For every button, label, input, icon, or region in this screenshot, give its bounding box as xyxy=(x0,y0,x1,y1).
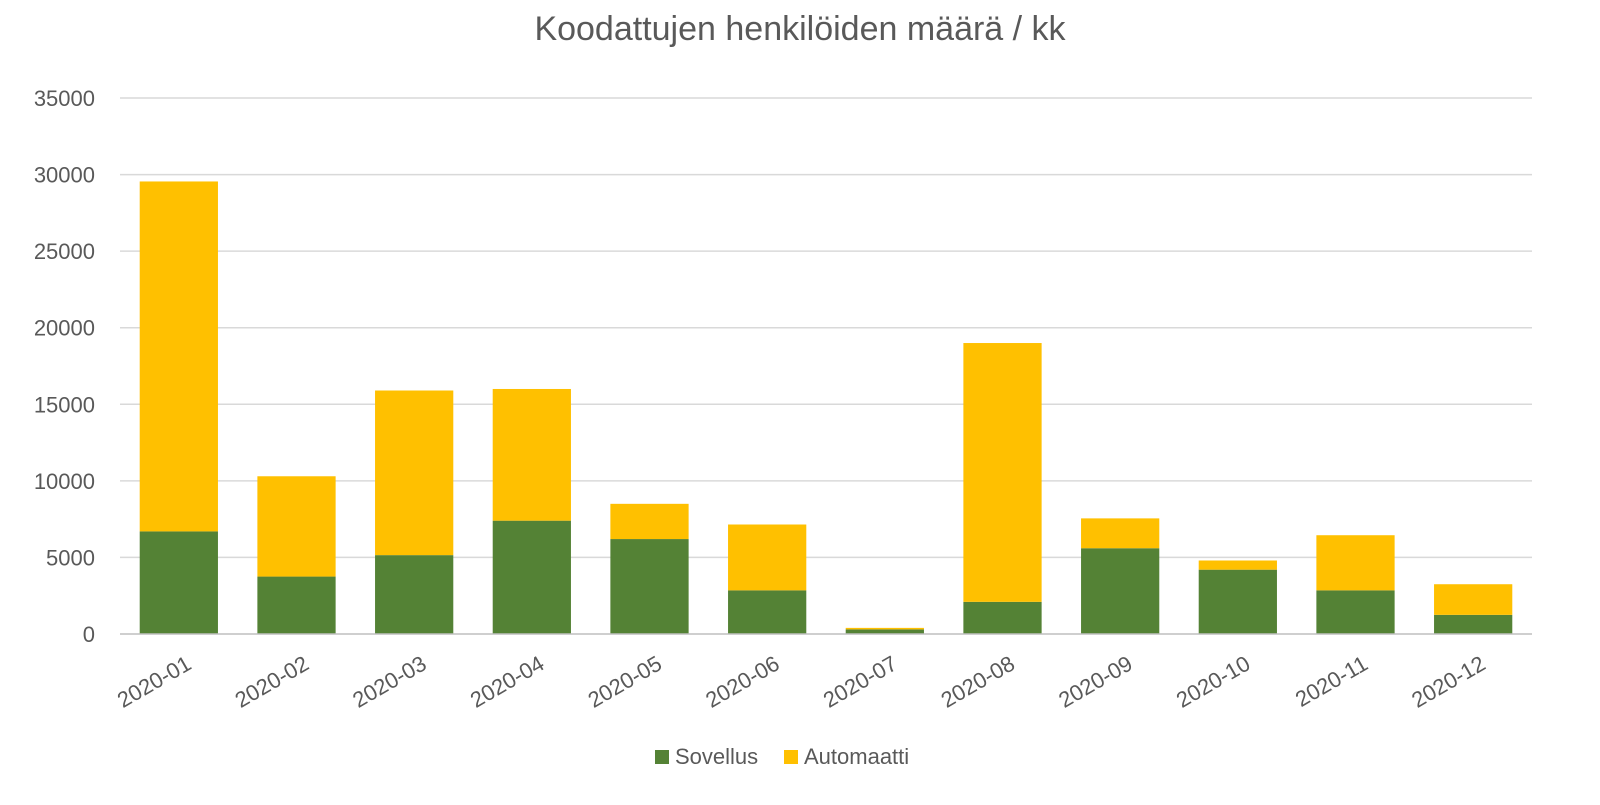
y-axis-ticks: 0 5000 10000 15000 20000 25000 30000 35000 xyxy=(34,86,95,647)
x-tick-label: 2020-01 xyxy=(113,651,195,713)
bar-automaatti-2020-11 xyxy=(1316,535,1395,591)
bar-sovellus-2020-06 xyxy=(728,590,807,634)
bar-sovellus-2020-02 xyxy=(257,576,336,634)
y-tick-label: 5000 xyxy=(46,545,95,570)
chart-title: Koodattujen henkilöiden määrä / kk xyxy=(534,10,1066,48)
bar-sovellus-2020-08 xyxy=(963,601,1042,634)
x-tick-label: 2020-04 xyxy=(466,651,548,713)
bar-automaatti-2020-08 xyxy=(963,343,1042,602)
x-tick-label: 2020-09 xyxy=(1054,651,1136,713)
bar-automaatti-2020-09 xyxy=(1081,518,1160,549)
y-tick-label: 30000 xyxy=(34,163,95,188)
legend-swatch-automaatti xyxy=(784,750,798,764)
y-tick-label: 25000 xyxy=(34,239,95,264)
bar-sovellus-2020-10 xyxy=(1198,569,1277,634)
bar-automaatti-2020-05 xyxy=(610,503,689,540)
x-tick-label: 2020-08 xyxy=(937,651,1019,713)
x-tick-label: 2020-02 xyxy=(231,651,313,713)
bars xyxy=(139,181,1513,634)
x-tick-label: 2020-12 xyxy=(1407,651,1489,713)
bar-sovellus-2020-12 xyxy=(1434,614,1513,634)
bar-sovellus-2020-05 xyxy=(610,539,689,634)
y-tick-label: 15000 xyxy=(34,392,95,417)
y-tick-label: 35000 xyxy=(34,86,95,111)
bar-sovellus-2020-11 xyxy=(1316,590,1395,634)
legend-swatch-sovellus xyxy=(655,750,669,764)
x-axis-ticks: 2020-01 2020-02 2020-03 2020-04 2020-05 2020-… xyxy=(113,651,1490,713)
y-tick-label: 20000 xyxy=(34,316,95,341)
bar-automaatti-2020-12 xyxy=(1434,584,1513,615)
x-tick-label: 2020-10 xyxy=(1172,651,1254,713)
gridlines xyxy=(120,97,1532,559)
x-tick-label: 2020-06 xyxy=(701,651,783,713)
x-tick-label: 2020-11 xyxy=(1291,651,1372,712)
x-tick-label: 2020-07 xyxy=(819,651,901,713)
bar-automaatti-2020-07 xyxy=(845,627,924,630)
bar-sovellus-2020-07 xyxy=(845,629,924,634)
y-tick-label: 10000 xyxy=(34,469,95,494)
legend: Sovellus Automaatti xyxy=(655,744,909,769)
x-tick-label: 2020-05 xyxy=(584,651,666,713)
bar-sovellus-2020-09 xyxy=(1081,548,1160,634)
bar-sovellus-2020-04 xyxy=(492,520,571,634)
bar-automaatti-2020-06 xyxy=(728,524,807,591)
bar-sovellus-2020-01 xyxy=(139,531,218,634)
bar-automaatti-2020-02 xyxy=(257,476,336,577)
bar-automaatti-2020-01 xyxy=(139,181,218,532)
bar-automaatti-2020-04 xyxy=(492,388,571,521)
y-tick-label: 0 xyxy=(83,622,95,647)
x-tick-label: 2020-03 xyxy=(348,651,430,713)
bar-automaatti-2020-10 xyxy=(1198,560,1277,570)
legend-label-automaatti: Automaatti xyxy=(804,744,909,769)
legend-label-sovellus: Sovellus xyxy=(675,744,758,769)
bar-automaatti-2020-03 xyxy=(375,390,454,556)
bar-sovellus-2020-03 xyxy=(375,555,454,634)
